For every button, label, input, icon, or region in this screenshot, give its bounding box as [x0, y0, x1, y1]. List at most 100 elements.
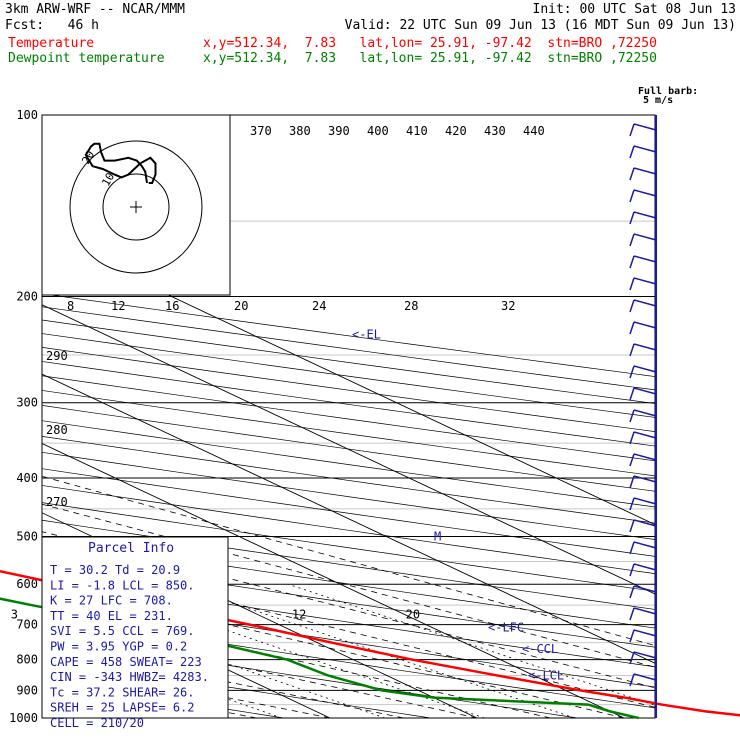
parcel-row: SREH = 25 LAPSE= 6.2	[50, 701, 195, 715]
wind-barb-flag	[629, 189, 635, 203]
isotherm	[42, 234, 655, 526]
dry-adiabat	[42, 293, 655, 377]
dewpoint-legend-label: Dewpoint temperature	[8, 51, 165, 66]
wind-barb	[629, 145, 657, 159]
hodograph-ring-label: 10	[99, 171, 117, 189]
temperature-legend-info: x,y=512.34, 7.83 lat,lon= 25.91, -97.42 …	[203, 36, 657, 51]
barb-legend-line1: Full barb:	[638, 86, 698, 97]
parcel-row: PW = 3.95 YGP = 0.2	[50, 640, 187, 654]
wind-barb-flag	[629, 607, 635, 621]
barb-legend-line2: 5 m/s	[643, 95, 673, 106]
wind-barb	[629, 651, 657, 665]
level-label-el: <-EL	[352, 327, 381, 341]
wind-scale-label: 12	[111, 299, 125, 313]
wind-scale-label: 20	[234, 299, 248, 313]
wind-scale-label: 16	[165, 299, 179, 313]
wind-barb-flag	[629, 387, 635, 401]
wind-barb-staff	[633, 585, 657, 593]
wind-scale-label: 28	[404, 299, 418, 313]
dry-adiabat	[42, 485, 655, 574]
wind-barb-staff	[633, 343, 657, 351]
mixing-ratio-line	[288, 583, 655, 706]
wind-barbs	[629, 115, 657, 718]
dry-adiabat	[42, 537, 655, 629]
theta-label: 430	[484, 124, 506, 138]
wind-barb-staff	[633, 321, 657, 329]
header-model: 3km ARW-WRF -- NCAR/MMM	[5, 2, 186, 17]
dry-adiabat	[42, 519, 655, 610]
wind-barb-flag	[629, 167, 635, 181]
wind-barb	[629, 585, 657, 599]
pressure-tick-label: 500	[16, 529, 38, 543]
parcel-row: K = 27 LFC = 708.	[50, 594, 173, 608]
wind-barb-staff	[633, 189, 657, 197]
wind-barb-flag	[629, 541, 635, 555]
wind-barb-flag	[629, 651, 635, 665]
wind-barb	[629, 123, 657, 137]
level-label-ccl: <-CCL	[522, 642, 558, 656]
theta-label: 370	[250, 124, 272, 138]
pressure-tick-label: 300	[16, 396, 38, 410]
isotherm	[42, 304, 655, 595]
wind-barb	[629, 453, 657, 467]
pressure-tick-label: 600	[16, 577, 38, 591]
moist-adiabat	[42, 605, 551, 718]
theta-e-label: 290	[46, 349, 68, 363]
temperature-profile	[0, 569, 740, 717]
parcel-row: LI = -1.8 LCL = 850.	[50, 578, 195, 592]
theta-label: 390	[328, 124, 350, 138]
wind-barb-flag	[629, 123, 635, 137]
wind-barb-staff	[633, 651, 657, 659]
wind-barb-flag	[629, 519, 635, 533]
wind-barb	[629, 541, 657, 555]
wind-barb-staff	[633, 607, 657, 615]
parcel-row: T = 30.2 Td = 20.9	[50, 563, 180, 577]
mixing-ratio-label: 20	[406, 608, 420, 622]
wind-barb-staff	[633, 277, 657, 285]
dry-adiabat	[42, 502, 655, 592]
dry-adiabat	[42, 657, 434, 718]
theta-label: 400	[367, 124, 389, 138]
wind-barb-flag	[629, 497, 635, 511]
moist-adiabat	[42, 557, 655, 708]
parcel-row: CIN = -343 HWBZ= 4283.	[50, 670, 209, 684]
parcel-title: Parcel Info	[88, 541, 174, 556]
level-label-m: M	[434, 529, 441, 543]
wind-barb-flag	[629, 673, 635, 687]
parcel-info-box: Parcel Info T = 30.2 Td = 20.9LI = -1.8 L…	[41, 536, 229, 730]
wind-barb	[629, 519, 657, 533]
wind-barb-staff	[633, 541, 657, 549]
wind-barb	[629, 211, 657, 225]
wind-barb-flag	[629, 475, 635, 489]
parcel-row: TT = 40 EL = 231.	[50, 609, 173, 623]
theta-label: 380	[289, 124, 311, 138]
parcel-row: CAPE = 458 SWEAT= 223	[50, 655, 202, 669]
parcel-row: CELL = 210/20	[50, 716, 144, 730]
wind-barb-flag	[629, 233, 635, 247]
wind-scale-label: 24	[312, 299, 326, 313]
pressure-tick-label: 700	[16, 618, 38, 632]
theta-label: 440	[523, 124, 545, 138]
wind-barb-staff	[633, 673, 657, 681]
dry-adiabat	[42, 361, 655, 447]
wind-barb-flag	[629, 585, 635, 599]
wind-barb-staff	[633, 563, 657, 571]
wind-barb-flag	[629, 563, 635, 577]
wind-barb	[629, 321, 657, 335]
moist-adiabat	[42, 626, 478, 718]
pressure-tick-label: 200	[16, 290, 38, 304]
wind-barb-flag	[629, 431, 635, 445]
header-valid: Valid: 22 UTC Sun 09 Jun 13 (16 MDT Sun …	[344, 18, 736, 33]
theta-label: 410	[406, 124, 428, 138]
theta-e-label: 280	[46, 423, 68, 437]
parcel-box-frame	[41, 536, 229, 719]
wind-barb	[629, 387, 657, 401]
dewpoint-profile	[0, 597, 639, 720]
wind-barb-staff	[633, 123, 657, 131]
parcel-row: SVI = 5.5 CCL = 769.	[50, 624, 195, 638]
pressure-tick-label: 400	[16, 471, 38, 485]
dry-adiabat	[42, 306, 655, 391]
wind-barb-flag	[629, 321, 635, 335]
theta-e-label: 270	[46, 495, 68, 509]
